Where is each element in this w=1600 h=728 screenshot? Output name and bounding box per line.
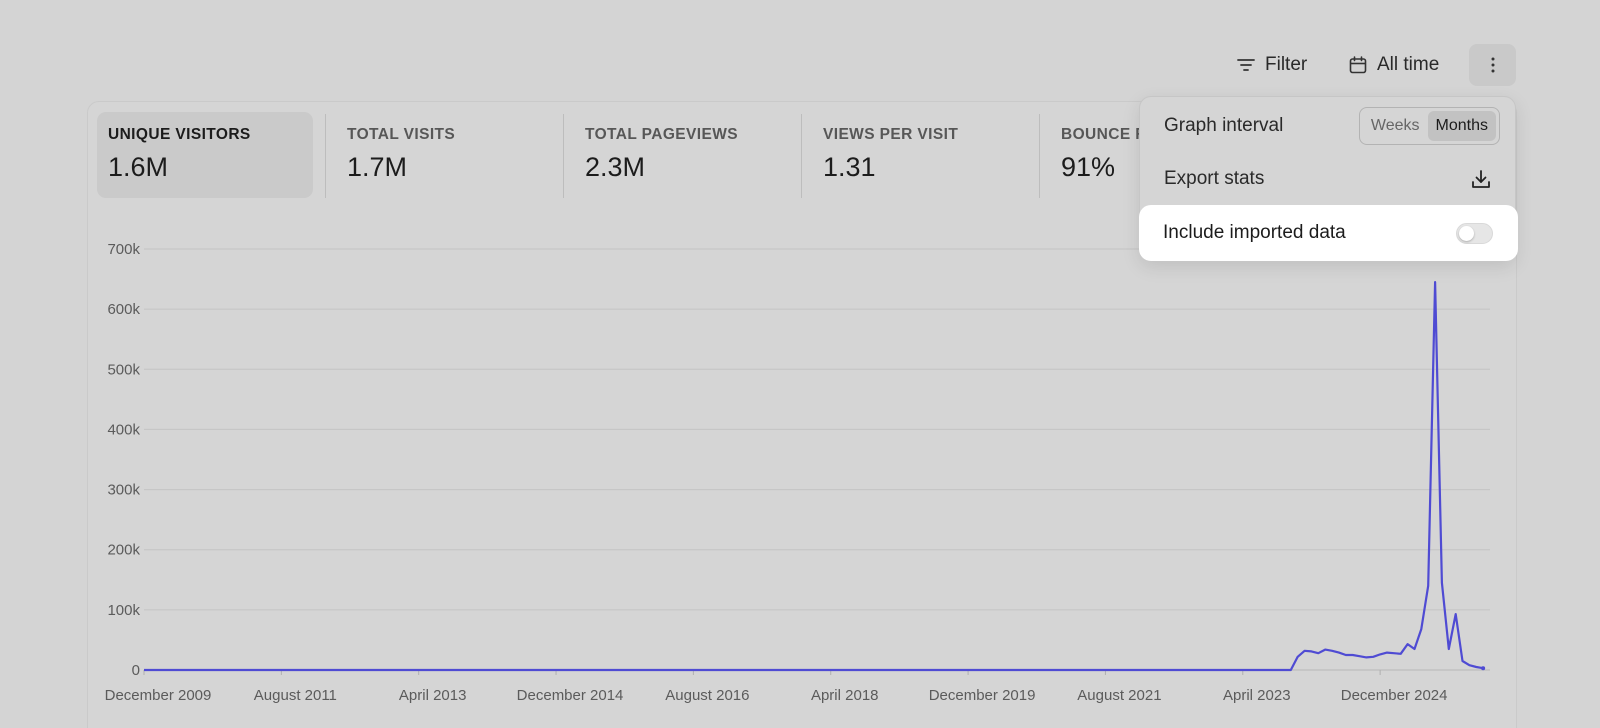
interval-segmented-control: Weeks Months xyxy=(1358,107,1500,145)
stat-value: 1.6M xyxy=(108,152,169,182)
include-imported-toggle[interactable] xyxy=(1456,222,1493,244)
filter-button[interactable]: Filter xyxy=(1236,44,1307,86)
y-tick-label: 100k xyxy=(107,602,140,619)
filter-icon xyxy=(1237,59,1255,71)
x-tick-label: December 2024 xyxy=(1341,687,1448,704)
x-tick-label: August 2011 xyxy=(254,687,337,704)
y-axis: 0 100k 200k 300k 400k 500k 600k 700k xyxy=(107,241,140,679)
period-label: All time xyxy=(1377,54,1440,75)
chart-grid xyxy=(144,248,1490,671)
last-data-point xyxy=(1481,666,1486,671)
graph-interval-label: Graph interval xyxy=(1164,115,1284,136)
period-picker-button[interactable]: All time xyxy=(1348,44,1439,86)
stat-total-visits[interactable]: TOTAL VISITS 1.7M xyxy=(336,112,562,198)
x-tick-label: April 2013 xyxy=(399,687,467,704)
stat-value: 2.3M xyxy=(585,152,646,182)
more-vertical-icon xyxy=(1491,57,1494,73)
stat-value: 1.31 xyxy=(823,152,876,182)
y-tick-label: 0 xyxy=(132,662,140,679)
calendar-icon xyxy=(1349,56,1367,74)
filter-label: Filter xyxy=(1265,54,1308,75)
y-tick-label: 400k xyxy=(107,421,140,438)
toggle-knob xyxy=(1459,225,1474,241)
stat-unique-visitors[interactable]: UNIQUE VISITORS 1.6M xyxy=(97,112,313,198)
y-tick-label: 600k xyxy=(107,301,140,318)
stat-divider xyxy=(325,114,326,198)
include-imported-label: Include imported data xyxy=(1163,222,1346,243)
download-icon xyxy=(1472,170,1490,188)
stat-views-per-visit[interactable]: VIEWS PER VISIT 1.31 xyxy=(812,112,1038,198)
series-line xyxy=(144,281,1484,672)
stat-divider xyxy=(801,114,802,198)
x-tick-label: August 2016 xyxy=(665,687,749,704)
interval-months-option[interactable]: Months xyxy=(1427,111,1496,141)
y-tick-label: 700k xyxy=(107,241,140,258)
y-tick-label: 300k xyxy=(107,482,140,499)
more-options-button[interactable] xyxy=(1469,44,1516,86)
stat-total-pageviews[interactable]: TOTAL PAGEVIEWS 2.3M xyxy=(574,112,800,198)
chart-series xyxy=(143,281,1486,672)
export-stats-item[interactable]: Export stats xyxy=(1140,152,1517,206)
export-stats-label: Export stats xyxy=(1164,168,1265,189)
y-tick-label: 500k xyxy=(107,361,140,378)
graph-interval-row: Graph interval Weeks Months xyxy=(1140,99,1517,153)
stat-divider xyxy=(1039,114,1040,198)
x-tick-label: December 2014 xyxy=(517,687,624,704)
x-axis: December 2009 August 2011 April 2013 Decemb… xyxy=(105,670,1448,704)
stat-label: TOTAL VISITS xyxy=(347,126,456,143)
options-menu: Graph interval Weeks Months Export stats… xyxy=(1139,96,1518,261)
include-imported-row: Include imported data xyxy=(1139,205,1518,261)
stat-value: 1.7M xyxy=(347,152,408,182)
stat-bounce-rate[interactable]: BOUNCE R 91% xyxy=(1050,112,1140,198)
stat-divider xyxy=(563,114,564,198)
y-tick-label: 200k xyxy=(107,542,140,559)
stat-label: BOUNCE R xyxy=(1061,126,1140,143)
x-tick-label: August 2021 xyxy=(1077,687,1161,704)
x-tick-label: April 2023 xyxy=(1223,687,1291,704)
x-tick-label: December 2009 xyxy=(105,687,212,704)
stat-label: UNIQUE VISITORS xyxy=(108,126,251,143)
stat-label: TOTAL PAGEVIEWS xyxy=(585,126,738,143)
interval-weeks-option[interactable]: Weeks xyxy=(1370,117,1420,134)
stat-label: VIEWS PER VISIT xyxy=(823,126,959,143)
x-tick-label: December 2019 xyxy=(929,687,1036,704)
x-tick-label: April 2018 xyxy=(811,687,879,704)
stat-value: 91% xyxy=(1061,152,1116,182)
